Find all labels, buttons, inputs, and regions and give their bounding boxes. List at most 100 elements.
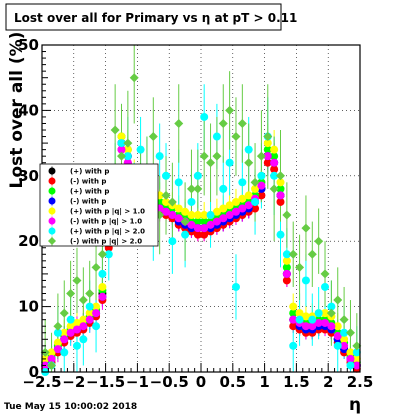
data-point	[251, 184, 260, 193]
data-point	[60, 328, 69, 337]
data-point	[200, 217, 209, 226]
data-point	[180, 217, 190, 227]
data-point	[270, 158, 279, 167]
data-point	[308, 322, 317, 331]
y-tick-label: 20	[18, 232, 39, 250]
chart-title: Lost over all for Primary vs η at pT > 0…	[14, 11, 297, 25]
data-point	[276, 178, 285, 187]
data-point	[340, 335, 349, 344]
data-point	[193, 217, 202, 226]
data-point	[270, 145, 279, 154]
data-point	[60, 335, 69, 344]
legend-entry: (-) with p |q| > 2.0	[48, 236, 142, 247]
data-point	[225, 201, 234, 210]
legend-entry: (+) with p |q| > 1.0	[48, 206, 145, 217]
data-point	[321, 309, 330, 318]
data-point	[307, 249, 317, 259]
legend-label: (+) with p	[70, 188, 109, 196]
data-point	[174, 214, 183, 223]
data-point	[53, 328, 62, 337]
data-point	[333, 341, 342, 350]
data-point	[199, 151, 209, 161]
data-point	[72, 275, 82, 285]
legend-entry: (-) with p	[48, 176, 106, 186]
data-point	[79, 335, 88, 344]
data-point	[136, 145, 145, 154]
data-point	[231, 282, 240, 291]
data-point	[327, 322, 336, 331]
data-point	[301, 312, 310, 321]
data-point	[345, 328, 355, 338]
data-point	[263, 132, 273, 142]
data-point	[66, 322, 75, 331]
data-point	[193, 230, 202, 239]
x-tick-label: −1	[126, 373, 149, 391]
data-point	[250, 177, 260, 187]
data-point	[301, 223, 311, 233]
data-markers	[40, 73, 362, 376]
data-point	[288, 249, 298, 259]
title-box: Lost over all for Primary vs η at pT > 0…	[5, 3, 297, 31]
data-point	[79, 315, 88, 324]
data-point	[155, 152, 164, 161]
data-point	[66, 289, 76, 299]
data-point	[231, 207, 240, 216]
data-point	[326, 308, 336, 318]
data-point	[206, 211, 215, 220]
legend-label: (-) with p |q| > 1.0	[70, 218, 142, 227]
data-point	[193, 171, 202, 180]
data-point	[257, 181, 266, 190]
legend-label: (-) with p	[70, 178, 106, 186]
data-point	[352, 354, 361, 363]
data-point	[257, 171, 266, 180]
data-point	[66, 328, 75, 337]
data-point	[98, 269, 107, 278]
data-point	[206, 158, 216, 168]
x-tick-label: 2	[323, 373, 333, 391]
data-point	[346, 348, 355, 357]
data-point	[123, 145, 132, 154]
x-axis-tick-labels: −2.5 −2 −1.5 −1 −0.5 0 0.5 1 1.5 2 2.5	[22, 373, 373, 391]
data-point	[282, 250, 291, 259]
data-point	[72, 318, 81, 327]
data-point	[162, 171, 171, 180]
data-point	[276, 184, 285, 193]
data-point	[346, 361, 355, 370]
series-8	[40, 73, 362, 370]
data-point	[238, 178, 247, 187]
data-point	[161, 190, 171, 200]
legend-label: (-) with p |q| > 2.0	[70, 238, 142, 247]
data-point	[276, 230, 285, 239]
data-point	[200, 230, 209, 239]
data-point	[269, 184, 279, 194]
timestamp-footer: Tue May 15 10:00:02 2018	[4, 402, 137, 412]
data-point	[85, 289, 95, 299]
data-point	[263, 152, 272, 161]
x-axis-title: η	[349, 395, 361, 414]
data-point	[85, 315, 94, 324]
data-point	[225, 158, 234, 167]
data-point	[295, 315, 304, 324]
data-point	[148, 132, 158, 142]
data-point	[352, 361, 361, 370]
legend-entry: (-) with p	[48, 196, 106, 206]
data-point	[289, 315, 298, 324]
data-point	[162, 197, 171, 206]
data-point	[193, 184, 203, 194]
data-point	[98, 292, 107, 301]
data-point	[181, 207, 190, 216]
data-point	[97, 249, 107, 259]
series-6	[41, 145, 361, 370]
x-tick-label: 1.5	[283, 373, 310, 391]
data-point	[244, 201, 253, 210]
data-point	[47, 360, 57, 370]
data-point	[110, 125, 120, 135]
data-point	[193, 211, 202, 220]
data-point	[78, 295, 88, 305]
data-point	[53, 345, 62, 354]
x-tick-label: −1.5	[86, 373, 125, 391]
data-point	[257, 191, 266, 200]
legend-label: (+) with p |q| > 1.0	[70, 208, 145, 217]
